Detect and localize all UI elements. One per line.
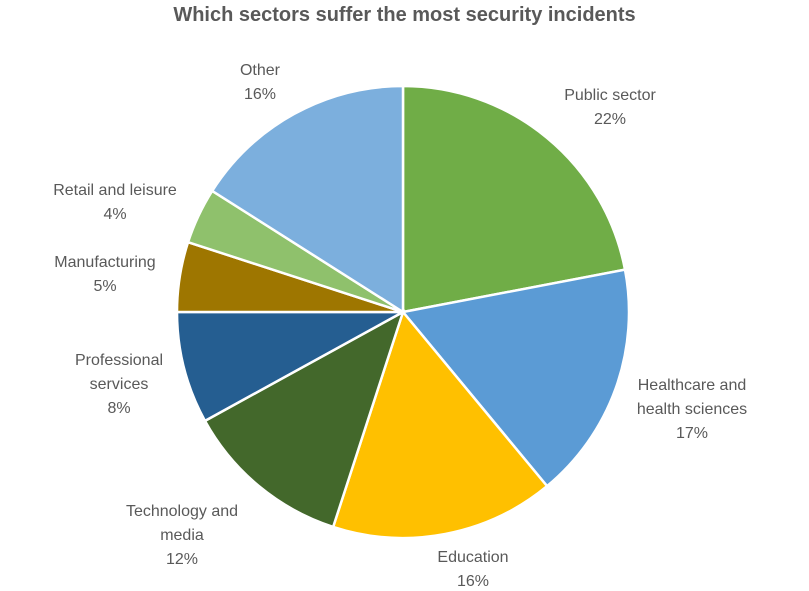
pie-slice-healthcare-and-health-sciences [400,268,631,488]
chart-title: Which sectors suffer the most security i… [173,4,636,26]
pie-slice-education [331,309,549,540]
pie-slice-professional-services [175,310,404,423]
pie-slice-public-sector [401,84,627,314]
slice-label-healthcare-and-health-sciences: Healthcare and health sciences 17% [637,377,747,442]
slice-label-manufacturing: Manufacturing 5% [54,254,155,295]
pie-slice-technology-and-media [203,309,406,529]
pie-slice-other [210,84,405,315]
slice-label-professional-services: Professional services 8% [75,352,163,417]
pie-slices [175,84,631,540]
slice-label-public-sector: Public sector 22% [564,87,656,128]
slice-labels: Public sector 22% Healthcare and health sci… [53,62,747,590]
slice-label-other: Other 16% [240,62,281,103]
slice-label-education: Education 16% [437,549,508,590]
slice-label-technology-and-media: Technology and media 12% [126,503,238,568]
slice-label-retail-and-leisure: Retail and leisure 4% [53,182,177,223]
